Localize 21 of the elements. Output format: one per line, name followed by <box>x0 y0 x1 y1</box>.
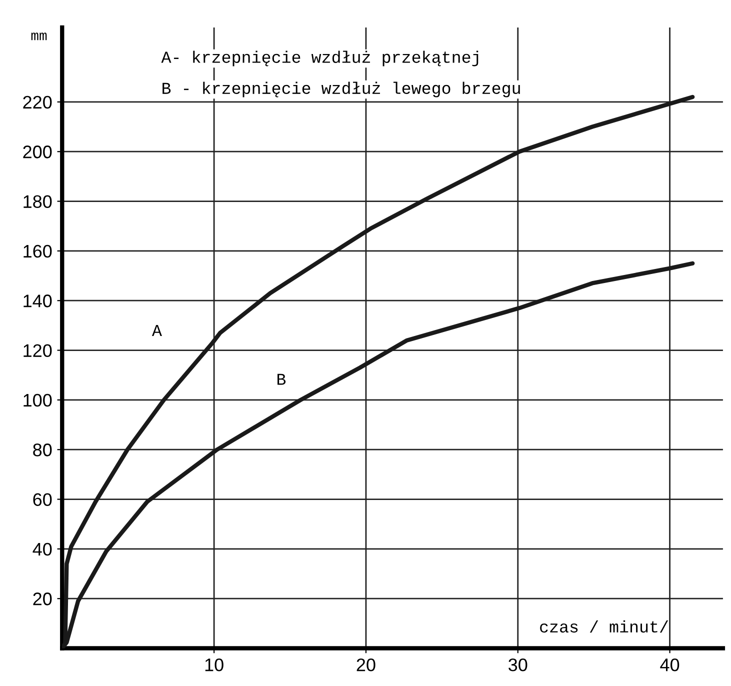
y-tick-label: 200 <box>23 146 52 158</box>
y-tick-label: 160 <box>24 244 52 258</box>
x-tick-label: 30 <box>508 658 528 672</box>
y-tick-label: 120 <box>24 344 52 357</box>
annotation: B - krzepnięcie wzdłuż lewego brzegu <box>162 82 520 98</box>
series-label: B <box>278 374 286 385</box>
y-tick-label: 60 <box>33 493 52 506</box>
x-tick-label: 20 <box>356 658 376 672</box>
x-axis-title: czas / minut/ <box>540 620 668 633</box>
y-tick-label: 80 <box>33 444 52 456</box>
x-tick-label: 40 <box>660 658 680 672</box>
y-tick-label: 140 <box>24 294 52 308</box>
y-tick-label: 40 <box>32 542 52 556</box>
text: A <box>152 325 162 336</box>
y-tick-label: 220 <box>23 96 52 109</box>
y-axis-title: mm <box>31 32 47 40</box>
y-tick-label: 20 <box>33 592 52 606</box>
y-tick-label: 100 <box>24 394 52 407</box>
annotation: A- krzepnięcie wzdłuż przekątnej <box>161 50 478 66</box>
y-tick-label: 180 <box>24 195 52 208</box>
x-tick-label: 10 <box>205 658 224 672</box>
